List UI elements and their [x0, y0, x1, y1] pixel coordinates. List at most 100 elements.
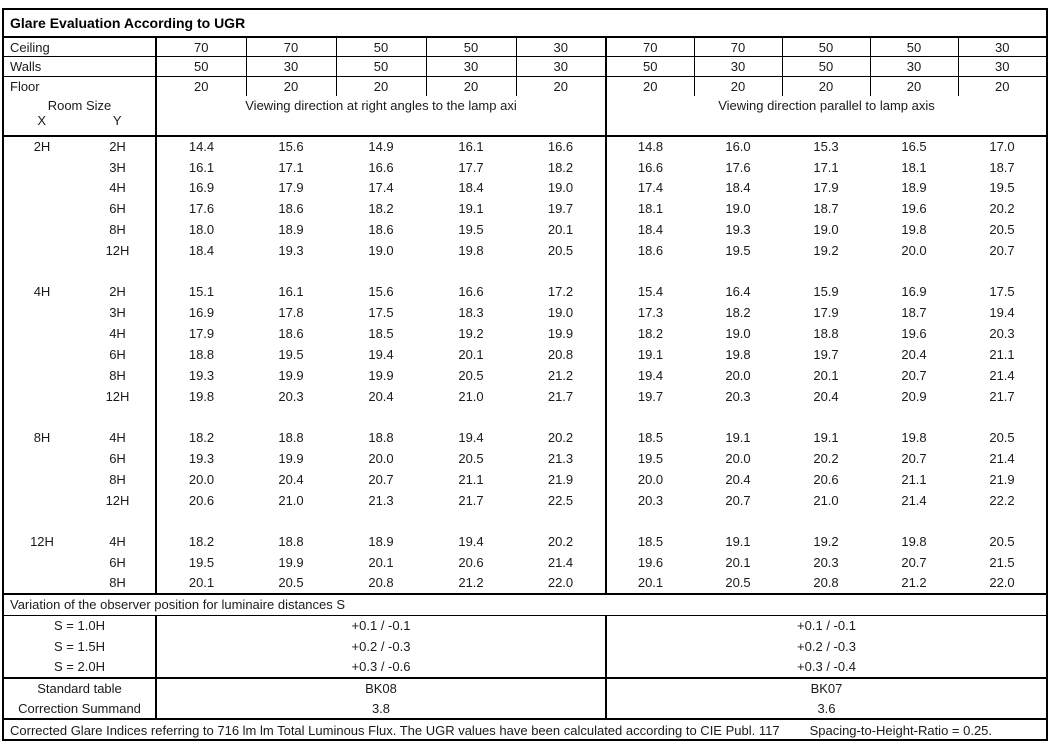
- reflectance-value: 20: [693, 76, 782, 97]
- ugr-value-left: 18.2: [547, 159, 574, 175]
- ugr-value-left: 19.4: [368, 346, 394, 362]
- ugr-value-left: [336, 261, 426, 282]
- ugr-data-row: 2H 2H 14.4 15.6 14.9 16.1 16.6 14.8 16.0 15.3 16.5…: [4, 135, 1046, 157]
- summary-value-right: 3.6: [605, 698, 1046, 720]
- ugr-value-right: 17.9: [813, 305, 839, 321]
- room-y-value: 4H: [109, 326, 126, 342]
- room-size-header: Room Size X Y: [4, 96, 156, 137]
- ugr-value-left: 20.4: [278, 471, 304, 487]
- ugr-value-left: 19.5: [155, 552, 246, 573]
- ugr-table: Glare Evaluation According to UGR Ceilin…: [4, 10, 1046, 739]
- room-x-value: [4, 344, 80, 365]
- ugr-value-right: 20.4: [901, 346, 927, 362]
- ugr-value-left: 16.6: [368, 159, 394, 175]
- ugr-value-right: 21.2: [901, 575, 927, 591]
- ugr-value-left: 21.2: [547, 367, 574, 383]
- reflectance-value: 70: [245, 37, 336, 57]
- ugr-value-left: 17.9: [155, 323, 246, 345]
- ugr-value-right: 20.7: [901, 450, 927, 466]
- ugr-value-left: 19.7: [547, 201, 574, 217]
- reflectance-label: Walls: [4, 56, 156, 77]
- ugr-value-left: 19.5: [278, 346, 304, 362]
- reflectance-value: 20: [781, 76, 870, 97]
- spacer-row: [4, 406, 1046, 428]
- spacer-row: [4, 510, 1046, 532]
- room-y-value: 12H: [105, 492, 130, 508]
- room-y-value: 3H: [109, 159, 126, 175]
- room-y-value: [80, 406, 156, 427]
- ugr-value-right: [958, 511, 1046, 532]
- variation-value-right: +0.3 / -0.4: [605, 656, 1046, 678]
- ugr-value-right: 19.6: [901, 326, 927, 342]
- ugr-value-left: 17.9: [278, 180, 304, 196]
- ugr-value-left: 19.8: [155, 385, 246, 407]
- ugr-value-right: 22.2: [989, 492, 1015, 508]
- reflectance-value: 50: [335, 37, 426, 57]
- ugr-value-left: 20.6: [458, 555, 484, 571]
- viewing-direction-left-header: Viewing direction at right angles to the…: [155, 96, 606, 137]
- title-row: Glare Evaluation According to UGR: [4, 10, 1046, 39]
- reflectance-value: 20: [245, 76, 336, 97]
- ugr-value-right: 19.0: [725, 201, 751, 217]
- ugr-value-right: 19.8: [901, 430, 927, 446]
- summary-value-right: BK07: [605, 676, 1046, 699]
- room-x-value: [4, 261, 80, 282]
- ugr-value-right: 17.5: [989, 284, 1015, 300]
- ugr-value-right: 20.3: [725, 388, 751, 404]
- ugr-value-right: 21.9: [989, 471, 1015, 487]
- ugr-value-right: 21.4: [901, 492, 927, 508]
- room-x-value: [4, 365, 80, 386]
- ugr-value-right: [782, 261, 870, 282]
- ugr-value-left: 19.3: [278, 242, 304, 258]
- reflectance-value: 20: [515, 76, 606, 97]
- room-x-value: [4, 323, 80, 344]
- room-y-value: 6H: [109, 346, 126, 362]
- ugr-value-right: 20.7: [989, 242, 1015, 258]
- ugr-value-left: 19.3: [155, 448, 246, 469]
- room-x-value: [4, 178, 80, 199]
- ugr-value-right: 19.7: [813, 346, 839, 362]
- ugr-value-left: 19.9: [278, 450, 304, 466]
- ugr-data-row: 12H 4H 18.2 18.8 18.9 19.4 20.2 18.5 19.1 19.2 19.…: [4, 531, 1046, 553]
- room-x-value: [4, 490, 80, 511]
- ugr-data-row: 6H 18.8 19.5 19.4 20.1 20.8 19.1 19.8 19.7 20.4 21…: [4, 344, 1046, 365]
- reflectance-value: 70: [155, 37, 246, 57]
- room-x-value: [4, 406, 80, 427]
- y-axis-label: Y: [112, 113, 122, 129]
- summary-row: Standard table BK08 BK07: [4, 676, 1046, 699]
- ugr-value-right: 20.7: [901, 555, 927, 571]
- ugr-value-left: 18.4: [458, 180, 484, 196]
- ugr-value-right: 19.8: [901, 222, 927, 238]
- ugr-value-left: 17.1: [278, 159, 304, 175]
- ugr-value-left: 18.3: [458, 305, 484, 321]
- ugr-value-right: 20.5: [989, 534, 1015, 550]
- ugr-value-left: 20.1: [547, 222, 574, 238]
- ugr-value-right: 21.0: [813, 492, 839, 508]
- ugr-value-right: 18.7: [989, 159, 1015, 175]
- ugr-value-left: 21.7: [547, 388, 574, 404]
- ugr-values-section: 2H 2H 14.4 15.6 14.9 16.1 16.6 14.8 16.0 15.3 16.5…: [4, 135, 1046, 594]
- reflectance-value: 30: [245, 56, 336, 77]
- variation-section: S = 1.0H +0.1 / -0.1 +0.1 / -0.1 S = 1.5H +0…: [4, 615, 1046, 678]
- viewing-direction-right-header: Viewing direction parallel to lamp axis: [605, 96, 1046, 137]
- variation-distance-label: S = 2.0H: [54, 659, 105, 675]
- ugr-value-left: 20.5: [458, 367, 484, 383]
- ugr-value-left: 19.5: [458, 222, 484, 238]
- reflectance-value: 30: [869, 56, 958, 77]
- ugr-value-right: 18.2: [605, 323, 694, 345]
- ugr-value-left: 21.3: [368, 492, 394, 508]
- summary-label: Correction Summand: [18, 700, 141, 716]
- reflectance-value: 30: [515, 56, 606, 77]
- ugr-data-row: 12H 19.8 20.3 20.4 21.0 21.7 19.7 20.3 20.4 20.9 2…: [4, 385, 1046, 407]
- ugr-value-right: 20.4: [725, 471, 751, 487]
- ugr-value-right: 16.0: [725, 139, 751, 155]
- ugr-value-right: 15.4: [605, 281, 694, 303]
- ugr-value-right: 19.1: [605, 344, 694, 365]
- ugr-value-right: 20.3: [989, 326, 1015, 342]
- ugr-value-right: [605, 510, 694, 532]
- ugr-value-left: 19.8: [458, 242, 484, 258]
- ugr-value-left: 18.8: [278, 430, 304, 446]
- ugr-value-right: 17.3: [605, 302, 694, 324]
- reflectance-value: 50: [155, 56, 246, 77]
